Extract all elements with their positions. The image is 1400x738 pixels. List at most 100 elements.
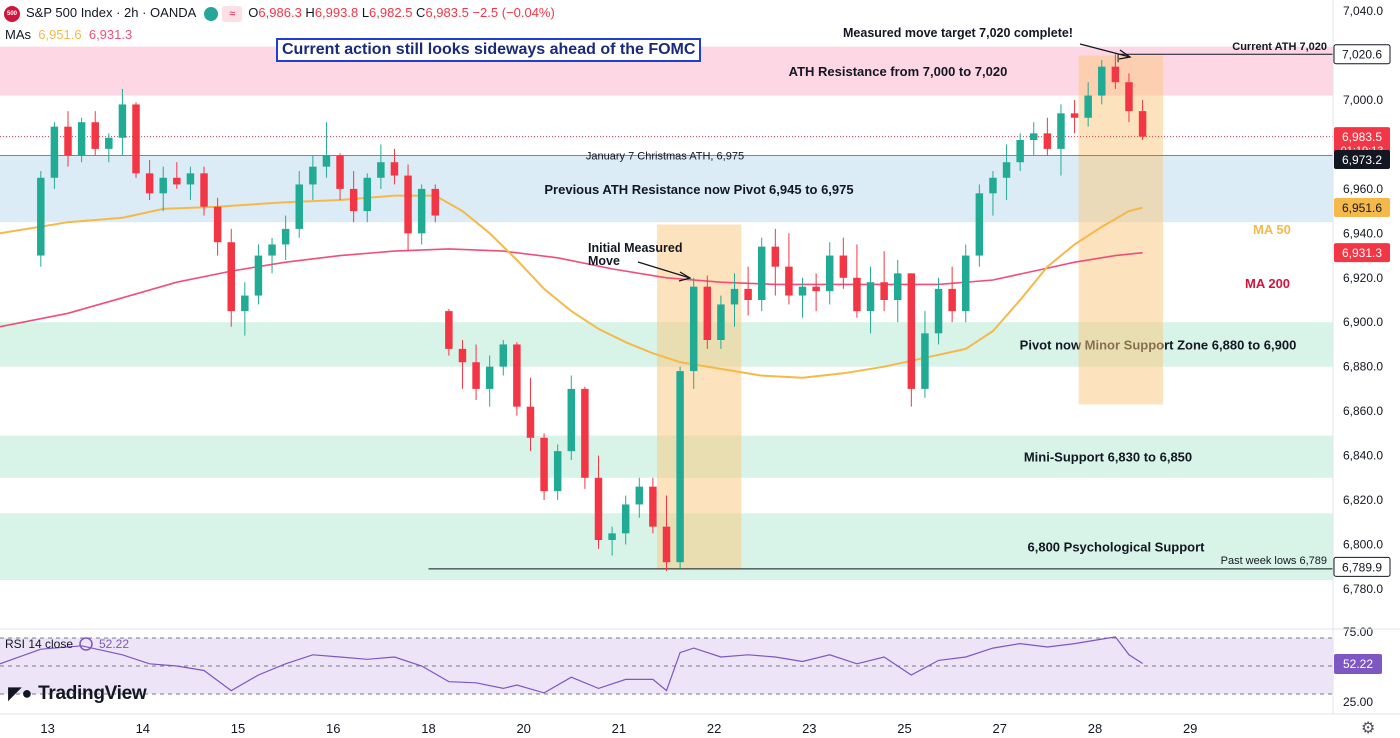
candle[interactable] (812, 273, 820, 312)
candle[interactable] (1111, 54, 1120, 89)
candle[interactable] (989, 171, 997, 216)
candle[interactable] (118, 88, 127, 156)
candle[interactable] (621, 495, 630, 545)
candle[interactable] (145, 160, 154, 200)
candle[interactable] (1084, 82, 1092, 127)
candle[interactable] (1125, 73, 1133, 123)
candle[interactable] (1057, 104, 1065, 176)
candle[interactable] (689, 277, 698, 389)
candle-body (594, 477, 603, 540)
compare-icon[interactable]: ≈ (222, 5, 243, 22)
candle[interactable] (921, 311, 929, 398)
candle[interactable] (540, 433, 548, 500)
candle[interactable] (771, 228, 780, 296)
candle[interactable] (173, 162, 181, 189)
candle-body (186, 173, 195, 185)
candle[interactable] (1138, 100, 1147, 140)
candle[interactable] (880, 251, 888, 312)
candle[interactable] (717, 295, 725, 349)
candle[interactable] (594, 455, 603, 549)
rsi-settings-icon[interactable] (79, 637, 93, 651)
candle[interactable] (866, 266, 875, 334)
candle[interactable] (934, 277, 943, 345)
candle[interactable] (37, 171, 45, 267)
candle[interactable] (962, 244, 970, 323)
candle[interactable] (309, 155, 317, 200)
candle-body (1084, 95, 1092, 118)
candle[interactable] (676, 366, 684, 569)
candle[interactable] (159, 166, 167, 212)
candle[interactable] (499, 340, 508, 376)
candle[interactable] (1030, 122, 1038, 156)
candle[interactable] (608, 526, 616, 556)
candle[interactable] (1016, 133, 1024, 172)
candle[interactable] (213, 197, 222, 256)
candle[interactable] (417, 184, 426, 245)
candle[interactable] (64, 111, 72, 167)
candle[interactable] (322, 122, 331, 178)
candle[interactable] (975, 184, 984, 267)
candle[interactable] (567, 375, 576, 460)
candle[interactable] (241, 282, 249, 336)
candle[interactable] (825, 242, 834, 305)
candle-body (553, 451, 562, 492)
candle[interactable] (268, 237, 276, 274)
candle[interactable] (744, 266, 752, 316)
candle[interactable] (1043, 117, 1052, 156)
tradingview-logo[interactable]: ◤● TradingView (8, 683, 147, 704)
candle-body (1125, 82, 1133, 112)
candle[interactable] (295, 171, 303, 238)
candle[interactable] (132, 102, 140, 178)
candle[interactable] (336, 153, 344, 200)
candle[interactable] (186, 166, 195, 200)
symbol-title[interactable]: S&P 500 Index · 2h · OANDA (26, 5, 197, 20)
candle[interactable] (363, 173, 371, 223)
candle[interactable] (77, 117, 86, 163)
candle[interactable] (1002, 144, 1011, 200)
candle[interactable] (281, 215, 290, 260)
candle[interactable] (553, 444, 562, 500)
candle[interactable] (1098, 60, 1106, 105)
candle[interactable] (730, 273, 739, 327)
candle[interactable] (254, 244, 263, 305)
candle-body (730, 288, 739, 305)
candle[interactable] (649, 477, 657, 534)
candle[interactable] (853, 244, 861, 318)
candle[interactable] (798, 277, 807, 318)
candle[interactable] (50, 122, 59, 189)
candle[interactable] (1070, 100, 1079, 134)
y-tick-label: 6,920.0 (1343, 271, 1383, 285)
ma-legend[interactable]: MAs 6,951.6 6,931.3 (5, 27, 132, 42)
candle[interactable] (513, 342, 521, 416)
candle[interactable] (581, 386, 589, 489)
candle[interactable] (390, 148, 399, 185)
candle[interactable] (485, 355, 494, 407)
candle[interactable] (200, 166, 208, 216)
candle-body (227, 242, 235, 312)
candle[interactable] (91, 111, 99, 156)
candle[interactable] (893, 260, 902, 323)
candle[interactable] (757, 237, 766, 312)
candle[interactable] (662, 495, 671, 572)
candle-body (159, 177, 167, 194)
candle[interactable] (907, 273, 916, 407)
candle[interactable] (404, 164, 412, 252)
candle[interactable] (839, 237, 848, 289)
candle[interactable] (472, 344, 480, 400)
candle-body (431, 188, 440, 216)
gear-icon[interactable]: ⚙ (1361, 720, 1376, 737)
candle[interactable] (526, 377, 535, 452)
candle[interactable] (785, 233, 793, 305)
candle[interactable] (703, 275, 712, 349)
candle[interactable] (458, 340, 467, 389)
candle[interactable] (227, 228, 235, 327)
candle[interactable] (377, 144, 385, 189)
candle[interactable] (349, 171, 358, 223)
candle[interactable] (431, 184, 440, 223)
candle[interactable] (948, 266, 956, 323)
candle[interactable] (635, 477, 644, 518)
candle[interactable] (105, 133, 113, 163)
candle[interactable] (445, 308, 453, 356)
market-status-icon[interactable] (204, 6, 219, 21)
